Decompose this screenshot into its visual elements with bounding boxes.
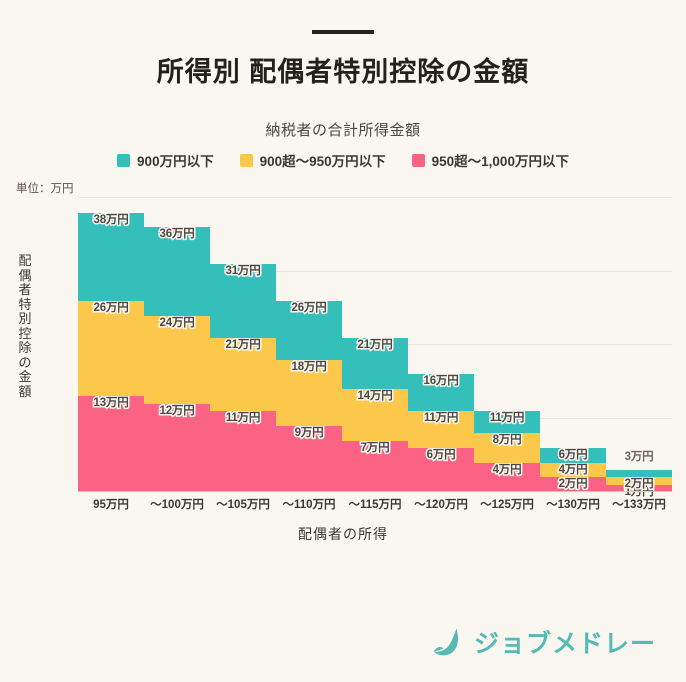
bar-value-label: 24万円 (158, 315, 196, 330)
bar-value-label: 8万円 (491, 433, 523, 448)
bar-segment[interactable] (342, 440, 408, 492)
bar-value-label: 26万円 (92, 300, 130, 315)
bar-segment[interactable] (342, 389, 408, 441)
bar-segment[interactable] (606, 477, 672, 485)
x-axis-tick-label: 〜133万円 (612, 499, 666, 511)
legend-label-1: 900超〜950万円以下 (259, 154, 386, 169)
bar-segment[interactable] (210, 264, 276, 338)
bar-segment[interactable] (276, 359, 342, 426)
bar-value-label: 16万円 (422, 374, 460, 389)
x-axis-tick-label: 95万円 (93, 499, 129, 511)
bar-value-label: 11万円 (224, 411, 262, 426)
jobmedley-mark-icon (433, 628, 459, 656)
bar-value-label: 38万円 (92, 212, 130, 227)
x-axis-title: 配偶者の所得 (298, 526, 388, 542)
bar-value-label: 11万円 (422, 411, 460, 426)
bar-value-label: 2万円 (557, 477, 589, 492)
legend-title: 納税者の合計所得金額 (265, 122, 421, 139)
unit-note: 単位：万円 (16, 183, 74, 195)
bar-value-label: 18万円 (290, 359, 328, 374)
bar-segment[interactable] (78, 396, 144, 492)
bar-segment[interactable] (408, 374, 474, 412)
bar-value-label: 4万円 (491, 462, 523, 477)
legend-label-2: 950超〜1,000万円以下 (431, 154, 569, 169)
brand-logo-text: ジョブメドレー (473, 630, 656, 658)
bar-column[interactable]: 4万円 8万円 11万円 (474, 198, 540, 492)
bar-segment[interactable] (540, 447, 606, 463)
bar-column[interactable]: 7万円 14万円 21万円 (342, 198, 408, 492)
bar-value-label: 14万円 (356, 389, 394, 404)
title-rule (312, 30, 374, 34)
legend-swatch-icon-0 (117, 153, 131, 167)
gridline (78, 270, 672, 272)
bar-segment[interactable] (210, 411, 276, 492)
x-axis-tick-labels: 95万円 〜100万円 〜105万円 〜110万円 〜115万円 〜120万円 〜125万円… (78, 496, 672, 512)
x-axis-tick-label: 〜125万円 (480, 499, 534, 511)
bar-value-label: 7万円 (359, 440, 391, 455)
legend-swatch-icon-2 (411, 153, 425, 167)
bar-value-label: 12万円 (158, 403, 196, 418)
bar-column[interactable]: 12万円 24万円 36万円 (144, 198, 210, 492)
bar-value-label: 21万円 (224, 337, 262, 352)
chart-legend: 900万円以下 900超〜950万円以下 950超〜1,000万円以下 (0, 150, 686, 170)
page-title: 所得別 配偶者特別控除の金額 (156, 57, 530, 87)
legend-item-1: 900超〜950万円以下 (239, 150, 386, 170)
legend-swatch-icon-1 (239, 153, 253, 167)
bar-value-label: 31万円 (224, 264, 262, 279)
bar-value-label: 9万円 (293, 425, 325, 440)
bar-segment[interactable] (606, 484, 672, 492)
bar-segment[interactable] (408, 447, 474, 492)
bar-value-label: 2万円 (623, 477, 655, 492)
legend-item-2: 950超〜1,000万円以下 (411, 150, 569, 170)
bar-segment[interactable] (540, 477, 606, 492)
bar-value-label: 3万円 (624, 450, 654, 463)
bar-segment[interactable] (276, 300, 342, 360)
x-axis-tick-label: 〜110万円 (282, 499, 336, 511)
bar-value-label: 4万円 (557, 462, 589, 477)
bar-series-group: 13万円 26万円 38万円 12万円 24万円 36万円 11万円 21万円 31万円 9万円 1… (78, 198, 672, 499)
bar-column[interactable]: 11万円 21万円 31万円 (210, 198, 276, 492)
bar-segment[interactable] (78, 212, 144, 301)
bar-segment[interactable] (474, 462, 540, 492)
legend-item-0: 900万円以下 (117, 150, 214, 170)
bar-column[interactable]: 13万円 26万円 38万円 (78, 198, 144, 492)
bar-segment[interactable] (408, 411, 474, 448)
bar-value-label: 13万円 (92, 396, 130, 411)
bar-segment[interactable] (78, 300, 144, 397)
bar-segment[interactable] (144, 227, 210, 316)
bar-column[interactable]: 1万円2万円3万円 (606, 198, 672, 499)
bar-value-label: 26万円 (290, 300, 328, 315)
bar-value-label: 21万円 (356, 337, 394, 352)
bar-column[interactable]: 9万円 18万円 26万円 (276, 198, 342, 492)
plot-region: 13万円 26万円 38万円 12万円 24万円 36万円 11万円 21万円 31万円 9万円 1… (78, 197, 672, 499)
x-axis-baseline (78, 490, 672, 492)
brand-logo: ジョブメドレー (431, 624, 656, 660)
bar-column[interactable]: 6万円 11万円 16万円 (408, 198, 474, 492)
bar-segment[interactable] (144, 315, 210, 404)
x-axis-tick-label: 〜115万円 (348, 499, 402, 511)
y-axis-title: 配偶者特別控除の金額 (18, 253, 32, 399)
gridline (78, 197, 672, 198)
legend-label-0: 900万円以下 (137, 154, 214, 169)
bar-column[interactable]: 2万円 4万円 6万円 (540, 198, 606, 492)
bar-segment[interactable] (342, 337, 408, 390)
bar-segment[interactable] (144, 403, 210, 492)
chart-area: 単位：万円 配偶者特別控除の金額 13万円 26万円 38万円 12万円 24万円 36万… (0, 176, 686, 566)
bar-segment[interactable] (210, 337, 276, 412)
bar-value-label: 6万円 (557, 447, 589, 462)
x-axis-tick-label: 〜130万円 (546, 499, 600, 511)
bar-segment[interactable] (540, 462, 606, 478)
x-axis-tick-label: 〜105万円 (216, 499, 270, 511)
bar-segment[interactable] (474, 433, 540, 463)
bar-segment[interactable] (276, 425, 342, 492)
x-axis-tick-label: 〜100万円 (150, 499, 204, 511)
bar-value-label: 6万円 (425, 447, 457, 462)
bar-value-label: 11万円 (488, 411, 526, 426)
bar-value-label: 36万円 (158, 227, 196, 242)
bar-segment[interactable] (606, 469, 672, 478)
bar-segment[interactable] (474, 411, 540, 434)
x-axis-tick-label: 〜120万円 (414, 499, 468, 511)
